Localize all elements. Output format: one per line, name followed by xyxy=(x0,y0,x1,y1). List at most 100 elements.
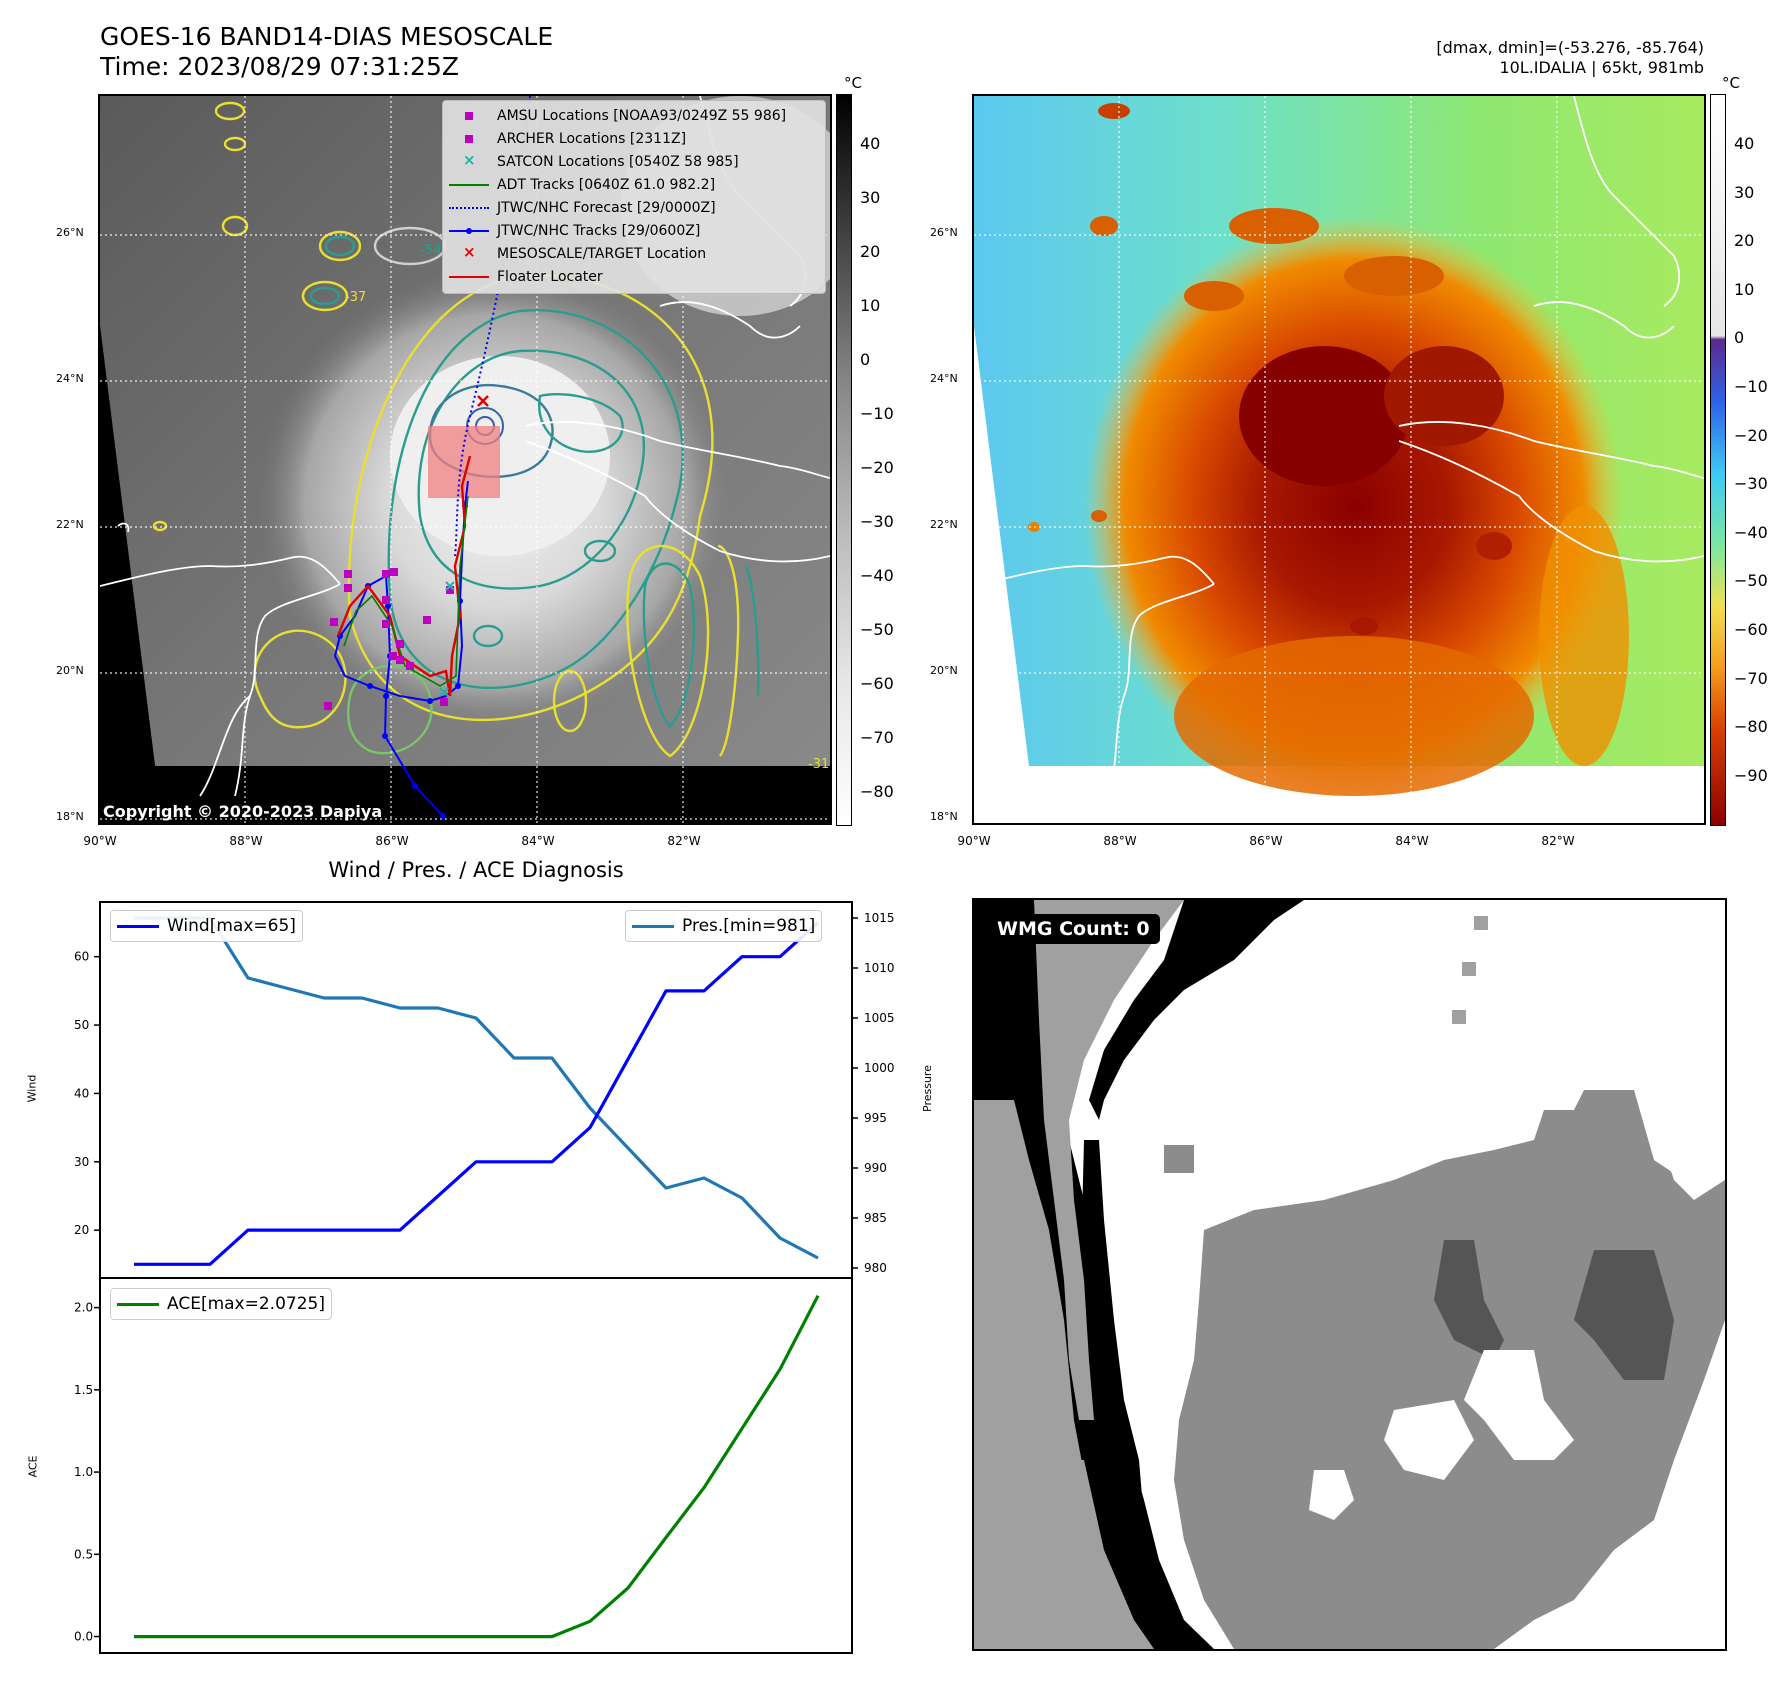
legend-item-forecast: JTWC/NHC Forecast [29/0000Z] xyxy=(447,197,716,219)
lon-tick-86-right: 86°W xyxy=(1249,834,1283,848)
color-colorbar-tick: −80 xyxy=(1734,717,1768,737)
pressure-axis-tick-label: 1010 xyxy=(864,961,895,975)
gray-colorbar-tick: −50 xyxy=(860,620,894,639)
lat-tick-26-right: 26°N xyxy=(930,226,958,239)
pressure-axis-tick-label: 1000 xyxy=(864,1061,895,1075)
lon-tick-86: 86°W xyxy=(375,834,409,848)
gray-colorbar-tick: 10 xyxy=(860,296,881,315)
legend-item-archer: ARCHER Locations [2311Z] xyxy=(447,128,686,150)
lon-tick-90: 90°W xyxy=(83,834,117,848)
figure-title: GOES-16 BAND14-DIAS MESOSCALE Time: 2023… xyxy=(100,22,553,82)
map-legend: AMSU Locations [NOAA93/0249Z 55 986] ARC… xyxy=(442,100,826,294)
color-colorbar-tick: 10 xyxy=(1734,279,1755,299)
gray-colorbar-tick: 20 xyxy=(860,242,881,261)
legend-item-adt: ADT Tracks [0640Z 61.0 982.2] xyxy=(447,174,715,196)
lon-tick-90-right: 90°W xyxy=(957,834,991,848)
target-location-marker xyxy=(477,395,489,407)
ace-axis-label: ACE xyxy=(26,1455,40,1478)
pressure-axis-tick-label: 1005 xyxy=(864,1011,895,1025)
lat-tick-22-right: 22°N xyxy=(930,518,958,531)
gray-colorbar-tick: −40 xyxy=(860,566,894,585)
pressure-axis-label: Pressure xyxy=(920,1065,934,1112)
wind-axis-tick-label: 40 xyxy=(74,1086,89,1100)
wind-legend: Wind[max=65] xyxy=(110,910,303,942)
lon-tick-82: 82°W xyxy=(667,834,701,848)
lat-tick-24-right: 24°N xyxy=(930,372,958,385)
color-map-panel xyxy=(972,94,1706,825)
color-colorbar-tick: −20 xyxy=(1734,425,1768,445)
wmg-image xyxy=(974,900,1725,1649)
wind-axis-tick-label: 20 xyxy=(74,1223,89,1237)
ace-frame xyxy=(99,1277,853,1654)
contour-label-1: -54 xyxy=(420,243,441,258)
gray-colorbar-tick: 0 xyxy=(860,350,871,369)
legend-item-target: × MESOSCALE/TARGET Location xyxy=(463,243,707,262)
gray-colorbar-tick: −80 xyxy=(860,782,894,801)
lat-tick-24: 24°N xyxy=(56,372,84,385)
gray-colorbar-tick: −70 xyxy=(860,728,894,747)
color-map-image xyxy=(974,96,1704,823)
wmg-panel xyxy=(972,898,1727,1651)
pressure-axis-tick-label: 995 xyxy=(864,1111,887,1125)
color-colorbar-tick: −30 xyxy=(1734,474,1768,494)
legend-item-tracks: JTWC/NHC Tracks [29/0600Z] xyxy=(447,220,700,242)
gray-colorbar-tick: 40 xyxy=(860,134,881,153)
pressure-legend: Pres.[min=981] xyxy=(625,910,823,942)
diagnosis-title: Wind / Pres. / ACE Diagnosis xyxy=(328,858,624,882)
ace-axis-tick-label: 0.5 xyxy=(74,1547,93,1561)
color-colorbar-tick: −40 xyxy=(1734,522,1768,542)
color-colorbar-unit: °C xyxy=(1722,74,1740,92)
color-colorbar-tick: 30 xyxy=(1734,182,1755,202)
color-colorbar-tick: −50 xyxy=(1734,571,1768,591)
color-colorbar-tick: −70 xyxy=(1734,668,1768,688)
pressure-axis-tick-label: 980 xyxy=(864,1261,887,1275)
lon-tick-88-right: 88°W xyxy=(1103,834,1137,848)
color-colorbar-tick: 0 xyxy=(1734,328,1745,348)
pressure-axis-tick-label: 990 xyxy=(864,1161,887,1175)
legend-item-satcon: × SATCON Locations [0540Z 58 985] xyxy=(463,151,739,170)
wind-axis-tick-label: 30 xyxy=(74,1155,89,1169)
ace-axis-tick-label: 2.0 xyxy=(74,1301,93,1315)
color-colorbar-tick: −10 xyxy=(1734,377,1768,396)
contour-label-3: -31 xyxy=(808,757,829,772)
lat-tick-18-right: 18°N xyxy=(930,810,958,823)
ace-series-line xyxy=(134,1294,820,1639)
wind-series-line xyxy=(134,921,820,1266)
lat-tick-22: 22°N xyxy=(56,518,84,531)
jtwc-track xyxy=(333,480,469,819)
pressure-series-line xyxy=(134,916,819,1260)
lon-tick-84-right: 84°W xyxy=(1395,834,1429,848)
ace-axis-tick-label: 0.0 xyxy=(74,1630,93,1644)
gray-colorbar-tick: −20 xyxy=(860,458,894,477)
gray-colorbar-tick: −60 xyxy=(860,674,894,693)
wind-axis-label: Wind xyxy=(25,1074,39,1103)
title-line2: Time: 2023/08/29 07:31:25Z xyxy=(100,52,459,81)
pressure-axis-tick-label: 985 xyxy=(864,1211,887,1225)
gray-colorbar-tick: −10 xyxy=(860,404,894,423)
gray-colorbar-unit: °C xyxy=(844,74,862,92)
lat-tick-20-right: 20°N xyxy=(930,664,958,677)
gray-colorbar xyxy=(836,94,852,826)
wind-axis-tick-label: 60 xyxy=(74,950,89,964)
pressure-axis-tick-label: 1015 xyxy=(864,911,895,925)
color-colorbar xyxy=(1710,94,1726,826)
title-line1: GOES-16 BAND14-DIAS MESOSCALE xyxy=(100,22,554,51)
lat-tick-26: 26°N xyxy=(56,226,84,239)
color-colorbar-tick: −60 xyxy=(1734,620,1768,639)
color-colorbar-tick: −90 xyxy=(1734,765,1768,785)
gray-colorbar-tick: −30 xyxy=(860,512,894,531)
lat-tick-18: 18°N xyxy=(56,810,84,823)
ace-legend: ACE[max=2.0725] xyxy=(110,1288,332,1320)
color-colorbar-tick: 20 xyxy=(1734,231,1755,251)
contour-label-2: -37 xyxy=(345,290,366,305)
lon-tick-88: 88°W xyxy=(229,834,263,848)
ace-axis-tick-label: 1.5 xyxy=(74,1383,93,1397)
color-colorbar-tick: 40 xyxy=(1734,134,1755,153)
wind-axis-tick-label: 50 xyxy=(74,1018,89,1032)
lon-tick-82-right: 82°W xyxy=(1541,834,1575,848)
diagnosis-chart: 20 30 40 50 60 980 985 990 995 1000 1005 1010 1015 0.… xyxy=(74,901,895,1654)
ace-axis-tick-label: 1.0 xyxy=(74,1465,93,1479)
legend-item-amsu: AMSU Locations [NOAA93/0249Z 55 986] xyxy=(447,105,786,127)
gray-colorbar-tick: 30 xyxy=(860,188,881,207)
dmax-dmin-text: [dmax, dmin]=(-53.276, -85.764) xyxy=(1436,38,1704,57)
